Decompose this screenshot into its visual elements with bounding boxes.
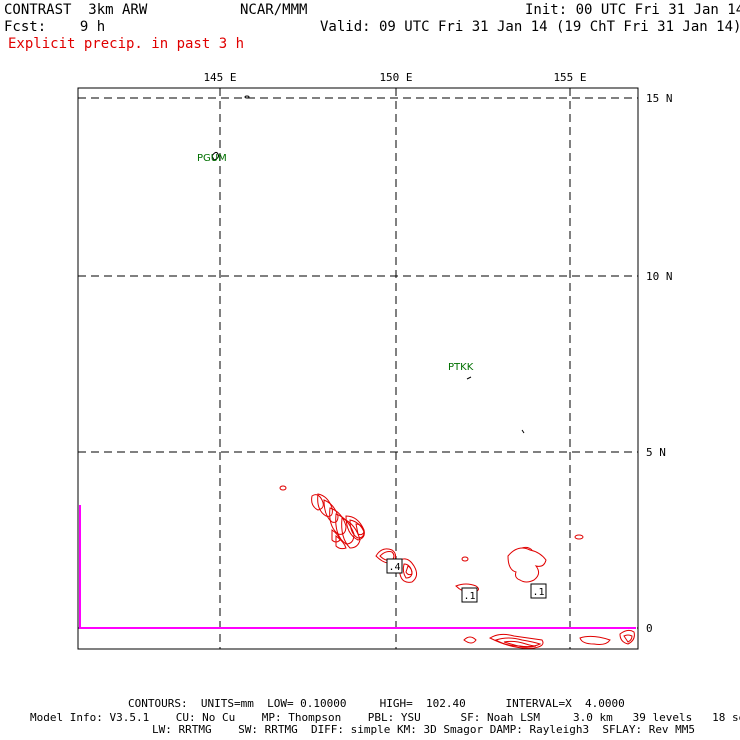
contour-label-1: .4 xyxy=(388,562,400,573)
contour-box-3 xyxy=(530,583,547,599)
domain-boundary xyxy=(79,505,636,629)
center-name: NCAR/MMM xyxy=(240,2,308,18)
lat-lon-grid xyxy=(78,88,638,649)
lon-label-145: 145 E xyxy=(203,71,236,84)
lat-label-5: 5 N xyxy=(646,446,666,459)
valid-time: Valid: 09 UTC Fri 31 Jan 14 (19 ChT Fri … xyxy=(320,19,740,35)
model-info-line-2: LW: RRTMG SW: RRTMG DIFF: simple KM: 3D … xyxy=(152,723,696,736)
contours-info: CONTOURS: UNITS=mm LOW= 0.10000 HIGH= 10… xyxy=(128,697,625,710)
station-pgum: PGUM xyxy=(197,153,227,164)
forecast-hour: Fcst: 9 h xyxy=(4,19,106,35)
precip-contours xyxy=(279,485,635,649)
contour-label-2: .1 xyxy=(463,591,475,602)
lat-label-0: 0 xyxy=(646,622,653,635)
coastlines xyxy=(211,95,525,434)
map-frame xyxy=(77,87,639,650)
model-title: CONTRAST 3km ARW xyxy=(4,2,148,18)
lon-label-155: 155 E xyxy=(553,71,586,84)
contour-label-3: .1 xyxy=(532,587,544,598)
model-info-line-1: Model Info: V3.5.1 CU: No Cu MP: Thompso… xyxy=(30,711,740,724)
lat-label-15: 15 N xyxy=(646,92,673,105)
contour-box-2 xyxy=(461,587,478,603)
lon-label-150: 150 E xyxy=(379,71,412,84)
lat-label-10: 10 N xyxy=(646,270,673,283)
station-ptkk: PTKK xyxy=(448,362,474,373)
contour-box-1 xyxy=(386,558,403,574)
field-title: Explicit precip. in past 3 h xyxy=(8,36,245,52)
init-time: Init: 00 UTC Fri 31 Jan 14 xyxy=(525,2,740,18)
